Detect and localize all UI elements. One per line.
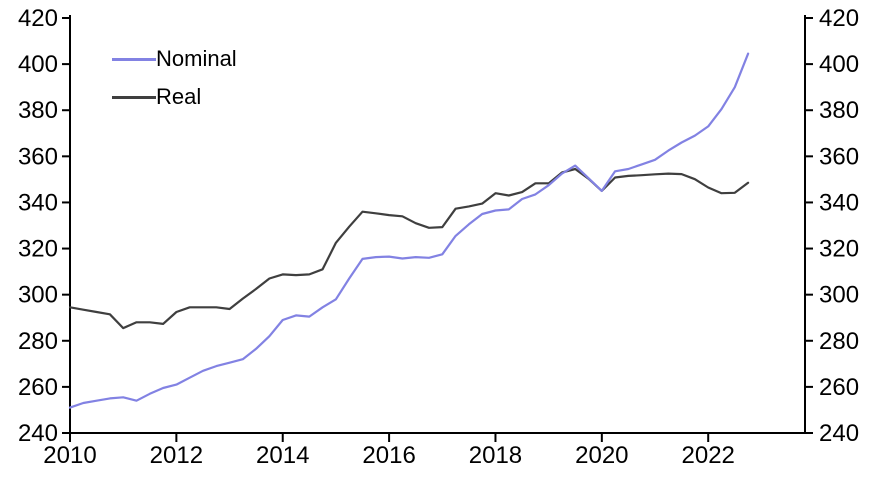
x-axis-label: 2010 xyxy=(43,442,96,469)
y-axis-label-right: 300 xyxy=(819,282,859,309)
y-axis-label-right: 360 xyxy=(819,143,859,170)
y-axis-label-left: 300 xyxy=(18,282,58,309)
y-axis-label-right: 260 xyxy=(819,374,859,401)
y-axis-label-left: 340 xyxy=(18,189,58,216)
x-axis-label: 2022 xyxy=(682,442,735,469)
legend-item-nominal: Nominal xyxy=(112,46,237,72)
legend: Nominal Real xyxy=(112,46,237,122)
real-line xyxy=(68,167,750,330)
y-axis-label-right: 240 xyxy=(819,420,859,447)
nominal-line xyxy=(68,52,750,409)
x-axis-label: 2014 xyxy=(256,442,309,469)
x-axis-label: 2018 xyxy=(469,442,522,469)
x-axis-label: 2016 xyxy=(362,442,415,469)
y-axis-label-left: 380 xyxy=(18,97,58,124)
y-axis-label-right: 400 xyxy=(819,51,859,78)
y-axis-label-left: 240 xyxy=(18,420,58,447)
y-axis-label-left: 320 xyxy=(18,236,58,263)
y-axis-label-left: 420 xyxy=(18,5,58,32)
legend-item-real: Real xyxy=(112,84,237,110)
nominal-line-swatch xyxy=(112,57,156,61)
y-axis-label-right: 320 xyxy=(819,236,859,263)
y-axis-label-left: 400 xyxy=(18,51,58,78)
real-line-swatch xyxy=(112,95,156,99)
legend-label-nominal: Nominal xyxy=(156,46,237,71)
x-axis-label: 2012 xyxy=(150,442,203,469)
y-axis-label-left: 280 xyxy=(18,328,58,355)
y-axis-label-left: 260 xyxy=(18,374,58,401)
y-axis-label-right: 340 xyxy=(819,189,859,216)
y-axis-label-right: 280 xyxy=(819,328,859,355)
y-axis-label-right: 380 xyxy=(819,97,859,124)
y-axis-label-left: 360 xyxy=(18,143,58,170)
x-axis-label: 2020 xyxy=(575,442,628,469)
y-axis-label-right: 420 xyxy=(819,5,859,32)
legend-label-real: Real xyxy=(156,84,202,109)
